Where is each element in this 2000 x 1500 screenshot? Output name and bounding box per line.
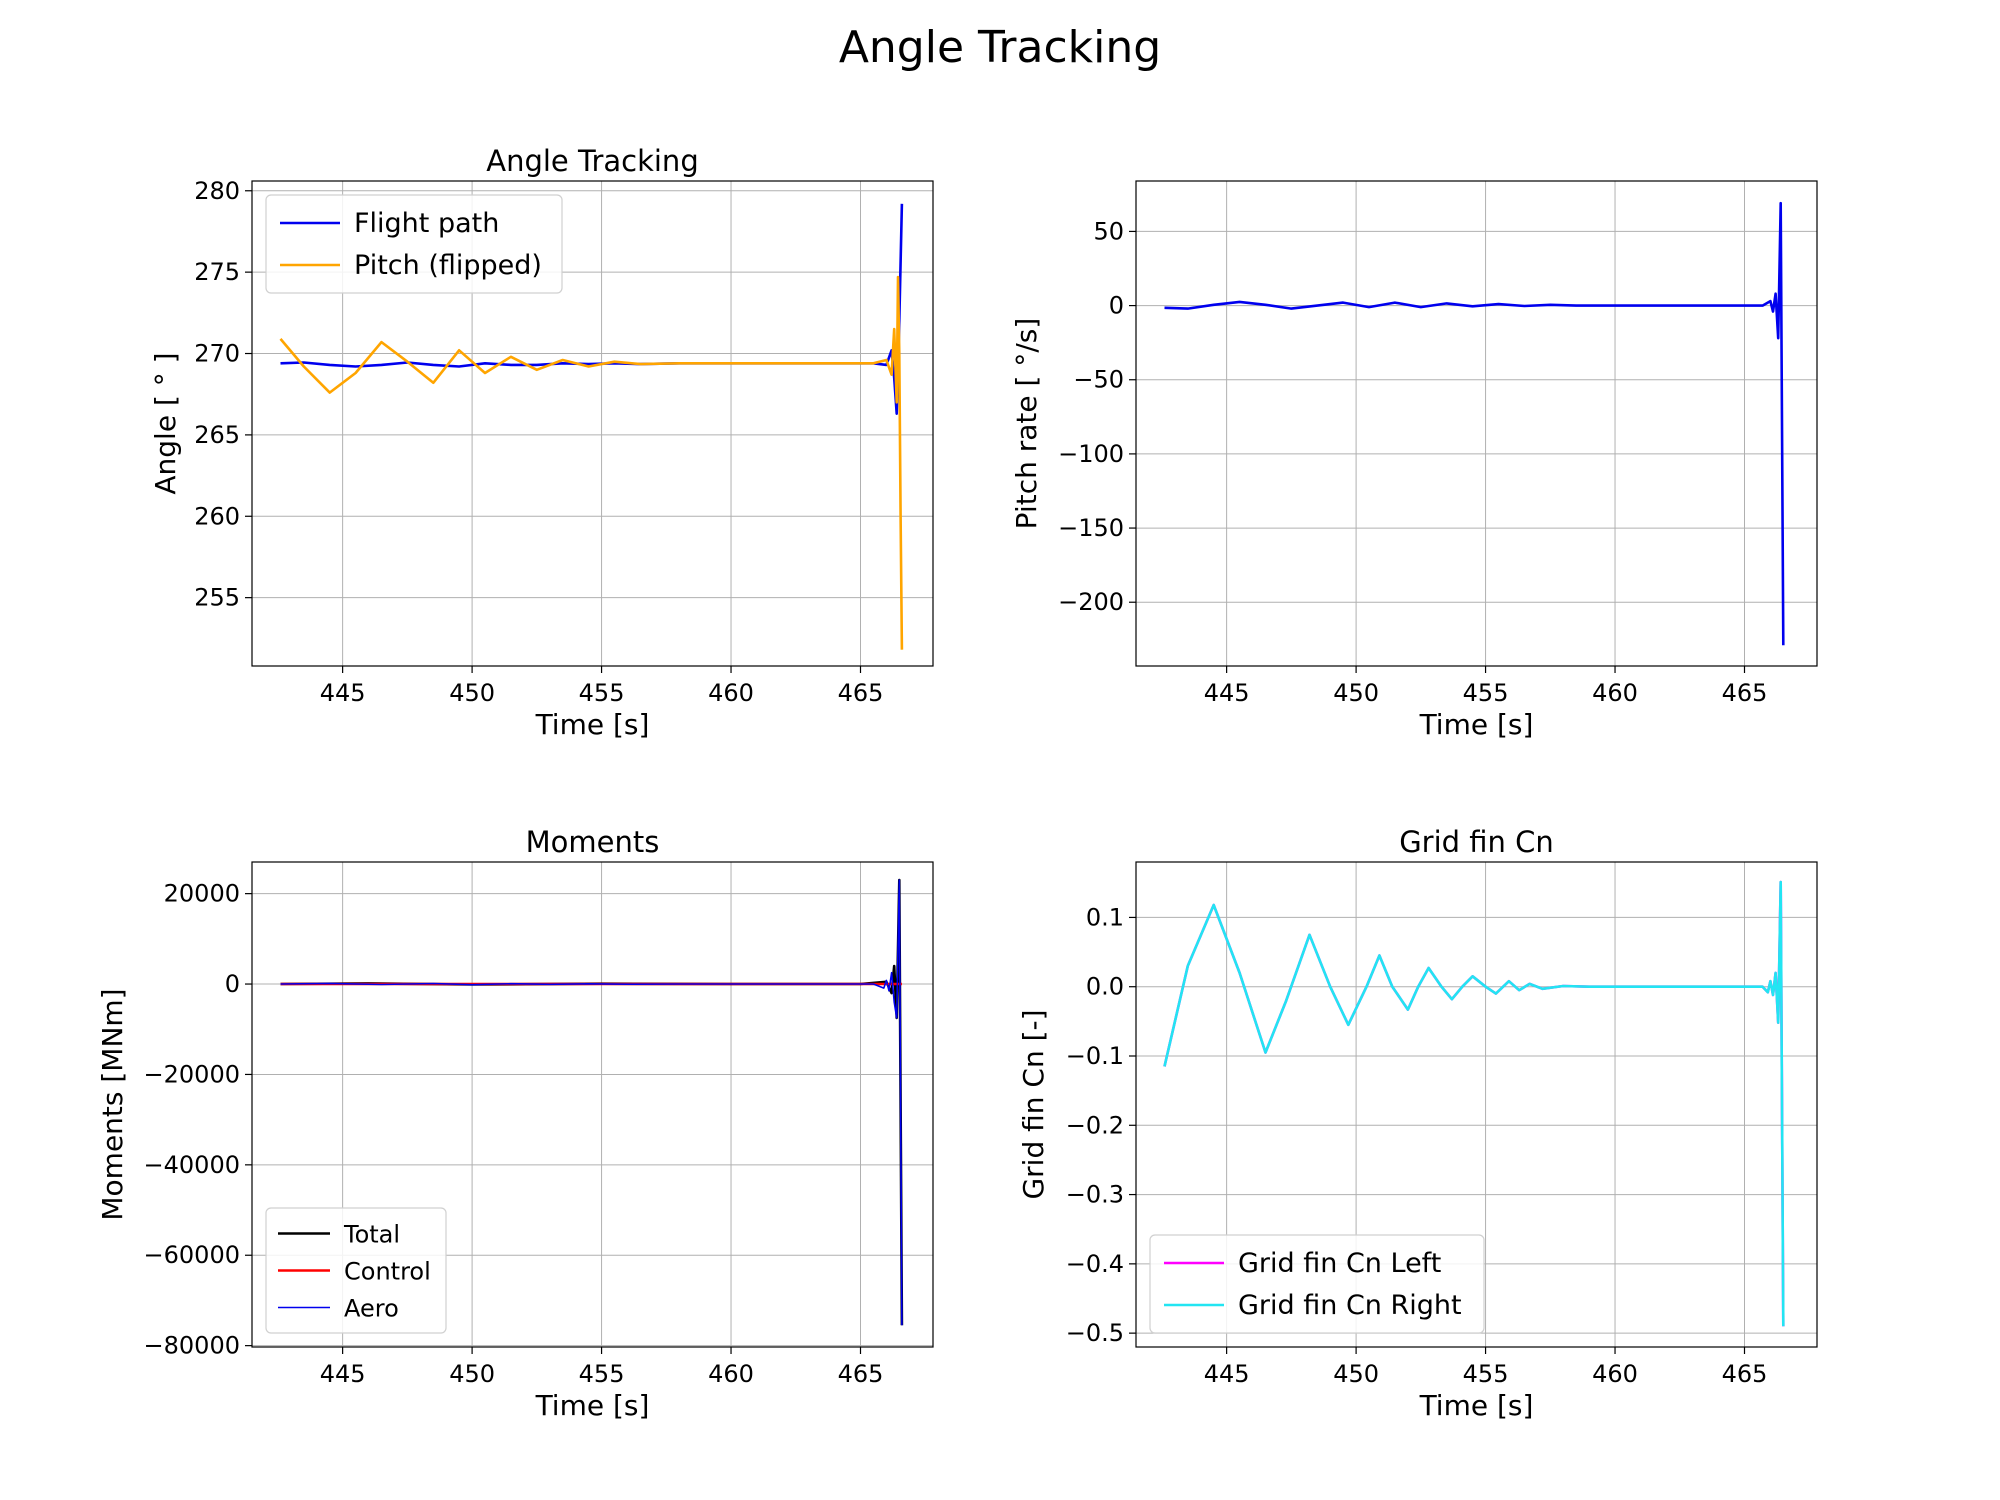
chart-2-y-tick-label-5: 20000 xyxy=(164,880,240,908)
chart-1-x-tick-label-0: 445 xyxy=(1204,679,1250,707)
chart-3-x-tick-label-1: 450 xyxy=(1333,1360,1379,1388)
moments-panel: 445 450 455 460 465 −80000 −60000 −40000 −20000 0… xyxy=(96,825,934,1422)
figure-suptitle: Angle Tracking xyxy=(839,22,1161,73)
chart-3-y-tick-label-1: −0.4 xyxy=(1066,1250,1124,1278)
angle-tracking-panel: 445 450 455 460 465 255 260 265 270 275 280 Angle T… xyxy=(149,144,934,741)
chart-3-y-tick-label-4: −0.1 xyxy=(1066,1042,1124,1070)
chart-3-x-tick-label-0: 445 xyxy=(1204,1360,1250,1388)
chart-0-y-tick-label-0: 255 xyxy=(194,584,240,612)
chart-1-x-tick-label-3: 460 xyxy=(1592,679,1638,707)
chart-1-plot-frame xyxy=(1135,180,1818,667)
chart-0-y-tick-label-5: 280 xyxy=(194,177,240,205)
chart-0-plot-frame xyxy=(251,180,934,667)
chart-2-y-tick-label-3: −20000 xyxy=(144,1060,240,1088)
chart-3-legend: Grid fin Cn Left Grid fin Cn Right xyxy=(1149,1234,1485,1334)
chart-2-series-line-2 xyxy=(280,879,903,1326)
chart-0-series-line-1 xyxy=(279,275,904,650)
chart-2-y-tick-label-4: 0 xyxy=(225,970,240,998)
chart-1-y-tick-label-0: −200 xyxy=(1058,588,1124,616)
chart-0-x-tick-label-0: 445 xyxy=(320,679,366,707)
chart-2-legend-label-0: Total xyxy=(343,1221,400,1249)
chart-0-x-tick-label-3: 460 xyxy=(708,679,754,707)
chart-1-y-tick-label-3: −50 xyxy=(1073,366,1124,394)
chart-2-x-tick-label-1: 450 xyxy=(449,1360,495,1388)
chart-3-y-tick-label-3: −0.2 xyxy=(1066,1111,1124,1139)
chart-1-x-tick-label-2: 455 xyxy=(1463,679,1509,707)
chart-2-title: Moments xyxy=(526,825,660,859)
chart-3-x-tick-label-2: 455 xyxy=(1463,1360,1509,1388)
chart-1-y-tick-label-4: 0 xyxy=(1109,292,1124,320)
chart-1-y-tick-label-2: −100 xyxy=(1058,440,1124,468)
chart-0-x-tick-label-4: 465 xyxy=(838,679,884,707)
chart-2-legend-label-1: Control xyxy=(344,1258,431,1286)
chart-3-x-axis-label: Time [s] xyxy=(1419,1389,1534,1422)
chart-0-y-tick-label-1: 260 xyxy=(194,502,240,530)
chart-3-y-tick-label-6: 0.1 xyxy=(1086,903,1124,931)
chart-3-y-tick-label-0: −0.5 xyxy=(1066,1319,1124,1347)
chart-1-x-tick-label-4: 465 xyxy=(1722,679,1768,707)
chart-1-y-tick-label-1: −150 xyxy=(1058,514,1124,542)
chart-2-x-tick-label-3: 460 xyxy=(708,1360,754,1388)
chart-0-y-axis-label: Angle [ ° ] xyxy=(149,352,182,494)
chart-2-y-axis-label: Moments [MNm] xyxy=(96,988,129,1220)
chart-3-x-tick-label-3: 460 xyxy=(1592,1360,1638,1388)
chart-2-legend-box xyxy=(265,1207,447,1334)
chart-2-y-tick-label-1: −60000 xyxy=(144,1241,240,1269)
chart-1-y-tick-label-5: 50 xyxy=(1093,217,1124,245)
chart-3-plot-frame xyxy=(1135,861,1818,1348)
chart-0-legend-box xyxy=(265,194,563,294)
grid-fin-cn-panel: 445 450 455 460 465 −0.5 −0.4 −0.3 −0.2 −0.1 0.0 0.… xyxy=(1017,825,1818,1422)
pitch-rate-panel: 445 450 455 460 465 −200 −150 −100 −50 0 50 Time [s… xyxy=(1010,180,1818,741)
chart-0-y-tick-label-4: 275 xyxy=(194,258,240,286)
chart-2-x-tick-label-2: 455 xyxy=(579,1360,625,1388)
chart-0-title: Angle Tracking xyxy=(486,144,698,178)
chart-1-series-line-0 xyxy=(1164,201,1785,646)
chart-0-x-axis-label: Time [s] xyxy=(535,708,650,741)
chart-0-y-tick-label-2: 265 xyxy=(194,421,240,449)
chart-3-y-axis-label: Grid fin Cn [-] xyxy=(1017,1009,1050,1199)
chart-3-legend-label-1: Grid fin Cn Right xyxy=(1238,1290,1462,1321)
chart-2-x-axis-label: Time [s] xyxy=(535,1389,650,1422)
chart-0-legend: Flight path Pitch (flipped) xyxy=(265,194,563,294)
chart-1-x-tick-label-1: 450 xyxy=(1333,679,1379,707)
chart-3-y-tick-label-2: −0.3 xyxy=(1066,1181,1124,1209)
chart-3-x-tick-label-4: 465 xyxy=(1722,1360,1768,1388)
chart-2-x-tick-label-4: 465 xyxy=(838,1360,884,1388)
chart-2-legend-label-2: Aero xyxy=(344,1295,399,1323)
chart-0-legend-label-1: Pitch (flipped) xyxy=(354,250,542,281)
chart-0-x-tick-label-1: 450 xyxy=(449,679,495,707)
chart-2-plot-frame xyxy=(251,861,934,1348)
chart-0-legend-label-0: Flight path xyxy=(354,208,499,239)
chart-3-y-tick-label-5: 0.0 xyxy=(1086,973,1124,1001)
chart-2-x-tick-label-0: 445 xyxy=(320,1360,366,1388)
chart-1-y-axis-label: Pitch rate [ °/s] xyxy=(1010,318,1043,530)
chart-0-x-tick-label-2: 455 xyxy=(579,679,625,707)
chart-2-legend: Total Control Aero xyxy=(265,1207,447,1334)
chart-2-y-tick-label-2: −40000 xyxy=(144,1151,240,1179)
chart-3-series-line-1 xyxy=(1163,880,1785,1327)
chart-2-y-tick-label-0: −80000 xyxy=(144,1332,240,1360)
chart-3-legend-label-0: Grid fin Cn Left xyxy=(1238,1248,1441,1279)
chart-0-y-tick-label-3: 270 xyxy=(194,340,240,368)
chart-3-title: Grid fin Cn xyxy=(1399,825,1554,859)
chart-1-x-axis-label: Time [s] xyxy=(1419,708,1534,741)
chart-3-legend-box xyxy=(1149,1234,1485,1334)
